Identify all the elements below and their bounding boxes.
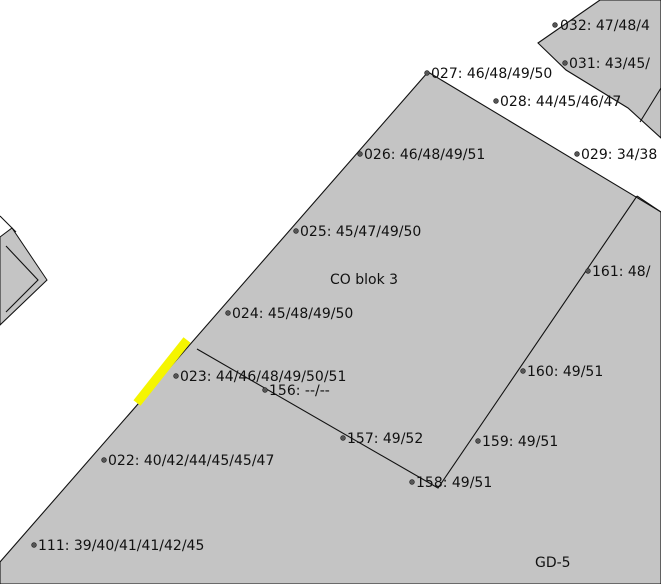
point-marker-023[interactable] [173, 373, 179, 379]
boundary-right-edge [636, 195, 661, 213]
point-label-032: 032: 47/48/4 [560, 18, 650, 34]
point-marker-022[interactable] [101, 457, 107, 463]
point-label-027: 027: 46/48/49/50 [431, 66, 552, 82]
point-label-161: 161: 48/ [592, 264, 651, 280]
point-marker-160[interactable] [520, 368, 526, 374]
point-label-029: 029: 34/38 [581, 147, 657, 163]
point-marker-032[interactable] [552, 22, 558, 28]
parcel-top-right-inner-edge [639, 87, 661, 123]
point-label-028: 028: 44/45/46/47 [500, 94, 621, 110]
point-marker-027[interactable] [424, 70, 430, 76]
point-marker-028[interactable] [493, 98, 499, 104]
parcel-main [0, 71, 661, 584]
area-label-co-blok-3: CO blok 3 [330, 272, 398, 288]
point-marker-161[interactable] [585, 268, 591, 274]
boundary-inner-block [196, 195, 638, 489]
point-marker-156[interactable] [262, 387, 268, 393]
point-label-111: 111: 39/40/41/41/42/45 [38, 538, 204, 554]
point-label-156: 156: --/-- [269, 383, 330, 399]
point-label-023: 023: 44/46/48/49/50/51 [180, 369, 346, 385]
point-marker-111[interactable] [31, 542, 37, 548]
parcel-top-right [537, 0, 661, 139]
point-marker-157[interactable] [340, 435, 346, 441]
area-label-gd-5: GD-5 [535, 555, 571, 571]
point-marker-159[interactable] [475, 438, 481, 444]
point-label-026: 026: 46/48/49/51 [364, 147, 485, 163]
highlight-segment [133, 337, 191, 406]
point-label-031: 031: 43/45/ [569, 56, 650, 72]
point-label-159: 159: 49/51 [482, 434, 558, 450]
point-marker-024[interactable] [225, 310, 231, 316]
point-marker-025[interactable] [293, 228, 299, 234]
point-label-160: 160: 49/51 [527, 364, 603, 380]
point-marker-029[interactable] [574, 151, 580, 157]
point-label-024: 024: 45/48/49/50 [232, 306, 353, 322]
left-building-inner [5, 245, 39, 313]
point-label-157: 157: 49/52 [347, 431, 423, 447]
point-label-025: 025: 45/47/49/50 [300, 224, 421, 240]
point-label-158: 158: 49/51 [416, 475, 492, 491]
point-label-022: 022: 40/42/44/45/45/47 [108, 453, 274, 469]
point-marker-026[interactable] [357, 151, 363, 157]
left-building-tick [0, 215, 17, 233]
point-marker-031[interactable] [562, 60, 568, 66]
point-marker-158[interactable] [409, 479, 415, 485]
